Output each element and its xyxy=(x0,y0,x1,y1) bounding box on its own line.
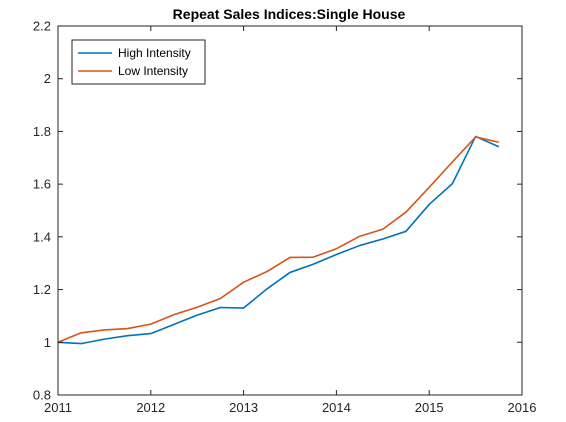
x-tick-label: 2013 xyxy=(229,400,258,415)
y-tick-label: 0.8 xyxy=(33,388,51,403)
y-tick-label: 2.2 xyxy=(33,19,51,34)
series-line-low-intensity xyxy=(57,136,499,344)
legend-label-low-intensity: Low Intensity xyxy=(118,64,188,78)
y-tick-label: 1 xyxy=(44,335,51,350)
x-tick-label: 2015 xyxy=(415,400,444,415)
y-axis: 0.8 1 1.2 1.4 1.6 1.8 2 2.2 xyxy=(33,19,522,403)
x-axis: 2011 2012 2013 2014 2015 2016 xyxy=(44,26,536,415)
chart-title: Repeat Sales Indices:Single House xyxy=(173,6,406,22)
x-tick-label: 2014 xyxy=(322,400,351,415)
plot-area-frame xyxy=(57,25,523,396)
y-tick-label: 1.6 xyxy=(33,177,51,192)
y-tick-label: 2 xyxy=(44,71,51,86)
x-tick-label: 2016 xyxy=(508,400,537,415)
series-line-high-intensity xyxy=(57,135,500,345)
legend: High Intensity Low Intensity xyxy=(71,39,206,85)
y-tick-label: 1.8 xyxy=(33,124,51,139)
legend-box xyxy=(71,39,206,85)
x-tick-label: 2011 xyxy=(44,400,72,415)
series-layer xyxy=(57,135,500,345)
legend-label-high-intensity: High Intensity xyxy=(118,46,191,60)
x-tick-label: 2012 xyxy=(136,400,165,415)
y-tick-label: 1.2 xyxy=(33,282,51,297)
y-tick-label: 1.4 xyxy=(33,229,51,244)
